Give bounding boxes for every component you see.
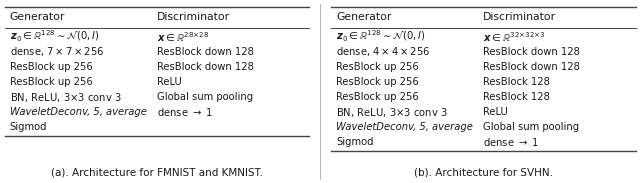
- Text: ResBlock up 256: ResBlock up 256: [10, 77, 92, 87]
- Text: ReLU: ReLU: [157, 77, 182, 87]
- Text: Global sum pooling: Global sum pooling: [157, 92, 253, 102]
- Text: WaveletDeconv, 5, average: WaveletDeconv, 5, average: [10, 107, 147, 117]
- Text: BN, ReLU, $3{\times}3$ conv 3: BN, ReLU, $3{\times}3$ conv 3: [336, 106, 448, 119]
- Text: (a). Architecture for FMNIST and KMNIST.: (a). Architecture for FMNIST and KMNIST.: [51, 168, 263, 178]
- Text: Discriminator: Discriminator: [483, 12, 556, 22]
- Text: ResBlock 128: ResBlock 128: [483, 92, 550, 102]
- Text: ResBlock down 128: ResBlock down 128: [157, 62, 253, 72]
- Text: dense, $7 \times 7 \times 256$: dense, $7 \times 7 \times 256$: [10, 45, 104, 58]
- Text: Discriminator: Discriminator: [157, 12, 230, 22]
- Text: ResBlock down 128: ResBlock down 128: [157, 47, 253, 57]
- Text: ResBlock 128: ResBlock 128: [483, 77, 550, 87]
- Text: $\boldsymbol{x} \in \mathbb{R}^{28{\times}28}$: $\boldsymbol{x} \in \mathbb{R}^{28{\time…: [157, 30, 209, 44]
- Text: Generator: Generator: [336, 12, 392, 22]
- Text: dense $\rightarrow$ 1: dense $\rightarrow$ 1: [157, 106, 213, 118]
- Text: ReLU: ReLU: [483, 107, 508, 117]
- Text: Generator: Generator: [10, 12, 65, 22]
- Text: ResBlock down 128: ResBlock down 128: [483, 62, 580, 72]
- Text: WaveletDeconv, 5, average: WaveletDeconv, 5, average: [336, 122, 473, 132]
- Text: ResBlock up 256: ResBlock up 256: [336, 92, 419, 102]
- Text: (b). Architecture for SVHN.: (b). Architecture for SVHN.: [413, 168, 553, 178]
- Text: ResBlock down 128: ResBlock down 128: [483, 47, 580, 57]
- Text: ResBlock up 256: ResBlock up 256: [336, 77, 419, 87]
- Text: ResBlock up 256: ResBlock up 256: [336, 62, 419, 72]
- Text: dense $\rightarrow$ 1: dense $\rightarrow$ 1: [483, 136, 540, 148]
- Text: Global sum pooling: Global sum pooling: [483, 122, 579, 132]
- Text: dense, $4 \times 4 \times 256$: dense, $4 \times 4 \times 256$: [336, 45, 430, 58]
- Text: ResBlock up 256: ResBlock up 256: [10, 62, 92, 72]
- Text: Sigmod: Sigmod: [336, 137, 374, 147]
- Text: $\boldsymbol{z}_0 \in \mathbb{R}^{128} \sim \mathcal{N}(0, I)$: $\boldsymbol{z}_0 \in \mathbb{R}^{128} \…: [336, 29, 426, 44]
- Text: $\boldsymbol{x} \in \mathbb{R}^{32{\times}32{\times}3}$: $\boldsymbol{x} \in \mathbb{R}^{32{\time…: [483, 30, 546, 44]
- Text: $\boldsymbol{z}_0 \in \mathbb{R}^{128} \sim \mathcal{N}(0, I)$: $\boldsymbol{z}_0 \in \mathbb{R}^{128} \…: [10, 29, 99, 44]
- Text: BN, ReLU, $3{\times}3$ conv 3: BN, ReLU, $3{\times}3$ conv 3: [10, 91, 122, 104]
- Text: Sigmod: Sigmod: [10, 122, 47, 132]
